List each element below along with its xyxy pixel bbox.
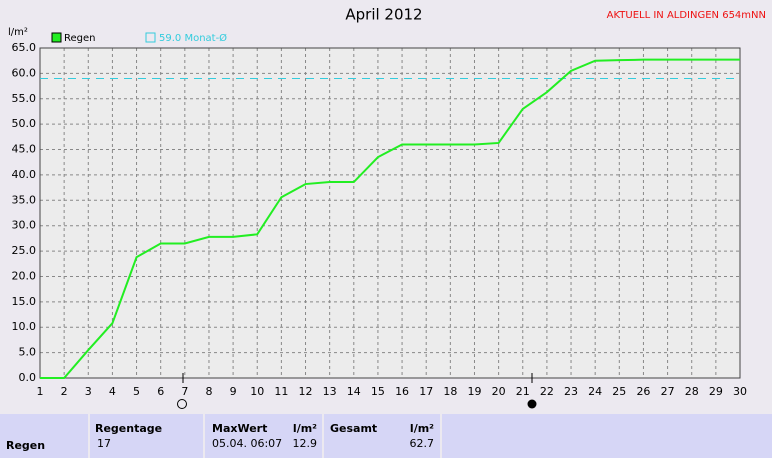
cell-value: 12.9 (293, 437, 318, 450)
col-unit: l/m² (410, 422, 434, 435)
x-tick-label: 4 (109, 385, 116, 398)
x-tick-label: 8 (205, 385, 212, 398)
y-axis-label: l/m² (8, 27, 28, 38)
x-tick-label: 27 (661, 385, 675, 398)
x-tick-label: 7 (181, 385, 188, 398)
x-tick-label: 22 (540, 385, 554, 398)
x-tick-label: 20 (492, 385, 506, 398)
y-tick-label: 20.0 (12, 269, 37, 282)
y-tick-label: 50.0 (12, 117, 37, 130)
x-tick-label: 15 (371, 385, 385, 398)
x-tick-label: 29 (709, 385, 723, 398)
x-tick-label: 9 (230, 385, 237, 398)
x-tick-label: 5 (133, 385, 140, 398)
y-tick-label: 10.0 (12, 320, 37, 333)
x-tick-label: 10 (250, 385, 264, 398)
y-tick-label: 45.0 (12, 143, 37, 156)
col-unit: l/m² (293, 422, 317, 435)
col-header: MaxWert (212, 422, 267, 435)
plot: 0.0 5.0 10.0 15.0 20.0 25.0 30.0 35.0 40.0 45.0 50… (12, 32, 748, 398)
chart-title: April 2012 (345, 6, 422, 24)
x-tick-label: 25 (612, 385, 626, 398)
y-tick-label: 30.0 (12, 219, 37, 232)
x-tick-label: 13 (323, 385, 337, 398)
cell (442, 414, 772, 458)
new-moon (527, 399, 537, 409)
cell-date: 05.04. 06:07 (212, 437, 282, 450)
plot-border (39, 47, 741, 379)
x-tick-label: 16 (395, 385, 409, 398)
legend-swatch (145, 32, 156, 43)
line-series (40, 58, 740, 379)
x-tick-label: 12 (299, 385, 313, 398)
y-tick-label: 55.0 (12, 92, 37, 105)
x-tick-label: 17 (419, 385, 433, 398)
x-tick-label: 19 (467, 385, 481, 398)
x-tick-label: 2 (61, 385, 68, 398)
y-tick-label: 65.0 (12, 41, 37, 54)
col-header: Regentage (95, 422, 162, 435)
legend-label: 59.0 Monat-Ø (159, 32, 227, 44)
cell (324, 414, 440, 458)
cell (205, 414, 322, 458)
cell (0, 414, 88, 458)
row-label: Regen (6, 439, 45, 452)
x-tick-label: 26 (636, 385, 650, 398)
cell-value: 62.7 (410, 437, 435, 450)
y-tick-label: 60.0 (12, 66, 37, 79)
chart-subtitle: AKTUELL IN ALDINGEN 654mNN (607, 10, 766, 21)
moon-phases (177, 373, 537, 409)
summary-table: Regen Regentage 17 MaxWert l/m² 05.04. 0… (0, 414, 772, 458)
col-header: Gesamt (330, 422, 377, 435)
x-tick-label: 21 (516, 385, 530, 398)
y-tick-label: 15.0 (12, 295, 37, 308)
y-tick-label: 5.0 (19, 346, 37, 359)
y-tick-label: 25.0 (12, 244, 37, 257)
y-tick-label: 0.0 (19, 371, 37, 384)
y-tick-label: 40.0 (12, 168, 37, 181)
x-tick-label: 30 (733, 385, 747, 398)
legend-swatch (51, 32, 62, 43)
legend-label: Regen (64, 33, 96, 44)
x-tick-label: 3 (85, 385, 92, 398)
x-tick-label: 18 (443, 385, 457, 398)
x-tick-label: 23 (564, 385, 578, 398)
x-tick-label: 24 (588, 385, 602, 398)
plot-area (39, 47, 741, 379)
x-tick-label: 28 (685, 385, 699, 398)
x-tick-label: 6 (157, 385, 164, 398)
x-tick-label: 1 (37, 385, 44, 398)
x-tick-label: 11 (274, 385, 288, 398)
cell-value: 17 (97, 437, 111, 450)
full-moon (177, 399, 187, 409)
cell (90, 414, 203, 458)
x-tick-label: 14 (347, 385, 361, 398)
y-tick-label: 35.0 (12, 193, 37, 206)
